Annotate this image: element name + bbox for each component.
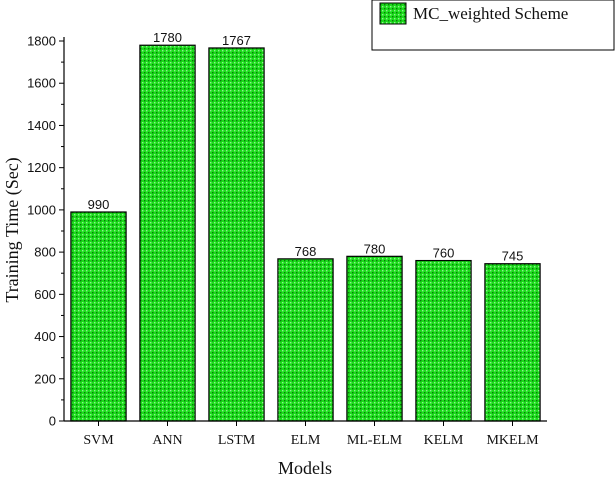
y-tick-label: 1200 (27, 160, 56, 175)
bars-group (70, 44, 541, 422)
data-label: 1780 (153, 30, 182, 45)
bar-ml-elm (346, 255, 403, 422)
x-tick-label: MKELM (486, 433, 539, 448)
bar-lstm (208, 47, 265, 422)
bar-mkelm (484, 263, 541, 422)
data-label: 760 (433, 246, 455, 261)
data-label: 768 (295, 244, 317, 259)
y-tick-label: 1400 (27, 118, 56, 133)
y-tick-label: 200 (34, 371, 56, 386)
x-ticks-group: SVM ANN LSTM ELM ML-ELM KELM MKELM (83, 421, 539, 448)
y-tick-label: 400 (34, 329, 56, 344)
data-label: 745 (502, 249, 524, 264)
y-tick-label: 800 (34, 245, 56, 260)
y-tick-label: 0 (49, 414, 56, 429)
y-ticks-group: 0 200 400 600 800 1000 1200 1400 1600 1800 (27, 34, 64, 429)
x-axis-title: Models (278, 458, 332, 477)
data-labels-group: 990 1780 1767 768 780 760 745 (88, 30, 524, 264)
x-tick-label: KELM (424, 433, 464, 448)
data-label: 1767 (222, 33, 251, 48)
y-tick-label: 1600 (27, 76, 56, 91)
bar-ann (139, 44, 196, 422)
x-tick-label: ELM (291, 433, 321, 448)
legend-box (371, 0, 615, 51)
x-tick-label: SVM (83, 433, 114, 448)
bar-elm (277, 258, 334, 422)
bar-kelm (415, 259, 472, 422)
data-label: 780 (364, 241, 386, 256)
y-axis-title: Training Time (Sec) (2, 157, 23, 302)
x-tick-label: LSTM (218, 433, 256, 448)
x-tick-label: ML-ELM (347, 433, 403, 448)
legend-swatch (379, 2, 407, 25)
bar-svm (70, 211, 127, 422)
y-tick-label: 1000 (27, 202, 56, 217)
y-tick-label: 1800 (27, 34, 56, 49)
legend-label: MC_weighted Scheme (413, 4, 568, 23)
legend: MC_weighted Scheme (371, 0, 615, 51)
data-label: 990 (88, 197, 110, 212)
y-tick-label: 600 (34, 287, 56, 302)
x-tick-label: ANN (152, 433, 182, 448)
